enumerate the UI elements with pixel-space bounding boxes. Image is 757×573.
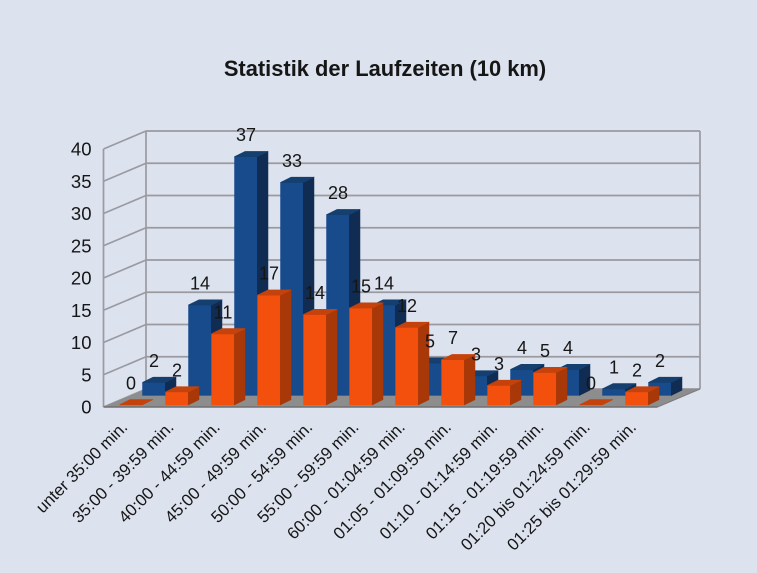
svg-text:11: 11 bbox=[214, 302, 233, 322]
svg-text:14: 14 bbox=[374, 274, 394, 294]
svg-text:4: 4 bbox=[563, 338, 573, 358]
svg-text:30: 30 bbox=[71, 203, 92, 224]
svg-text:2: 2 bbox=[632, 360, 642, 380]
svg-text:14: 14 bbox=[190, 274, 210, 294]
svg-text:2: 2 bbox=[172, 360, 182, 380]
svg-text:20: 20 bbox=[71, 268, 92, 289]
svg-text:3: 3 bbox=[494, 354, 504, 374]
svg-text:33: 33 bbox=[282, 151, 302, 171]
svg-text:10: 10 bbox=[71, 332, 92, 353]
svg-text:4: 4 bbox=[517, 338, 527, 358]
svg-text:15: 15 bbox=[71, 300, 92, 321]
svg-text:1: 1 bbox=[609, 357, 619, 377]
svg-text:2: 2 bbox=[655, 351, 665, 371]
svg-text:0: 0 bbox=[586, 373, 596, 393]
svg-text:14: 14 bbox=[305, 283, 325, 303]
svg-text:0: 0 bbox=[126, 373, 136, 393]
svg-text:3: 3 bbox=[471, 344, 481, 364]
svg-text:17: 17 bbox=[259, 264, 279, 284]
svg-text:5: 5 bbox=[425, 332, 435, 352]
svg-text:28: 28 bbox=[328, 183, 348, 203]
svg-text:7: 7 bbox=[448, 328, 458, 348]
svg-text:25: 25 bbox=[71, 235, 92, 256]
svg-text:35: 35 bbox=[71, 171, 92, 192]
svg-text:37: 37 bbox=[236, 125, 256, 145]
svg-text:40: 40 bbox=[71, 139, 92, 160]
svg-text:Statistik der Laufzeiten (10 k: Statistik der Laufzeiten (10 km) bbox=[224, 56, 546, 81]
svg-text:0: 0 bbox=[81, 397, 91, 418]
svg-text:15: 15 bbox=[351, 277, 371, 297]
svg-text:2: 2 bbox=[149, 351, 159, 371]
svg-text:5: 5 bbox=[81, 364, 91, 385]
svg-text:5: 5 bbox=[540, 341, 550, 361]
svg-text:12: 12 bbox=[397, 296, 417, 316]
